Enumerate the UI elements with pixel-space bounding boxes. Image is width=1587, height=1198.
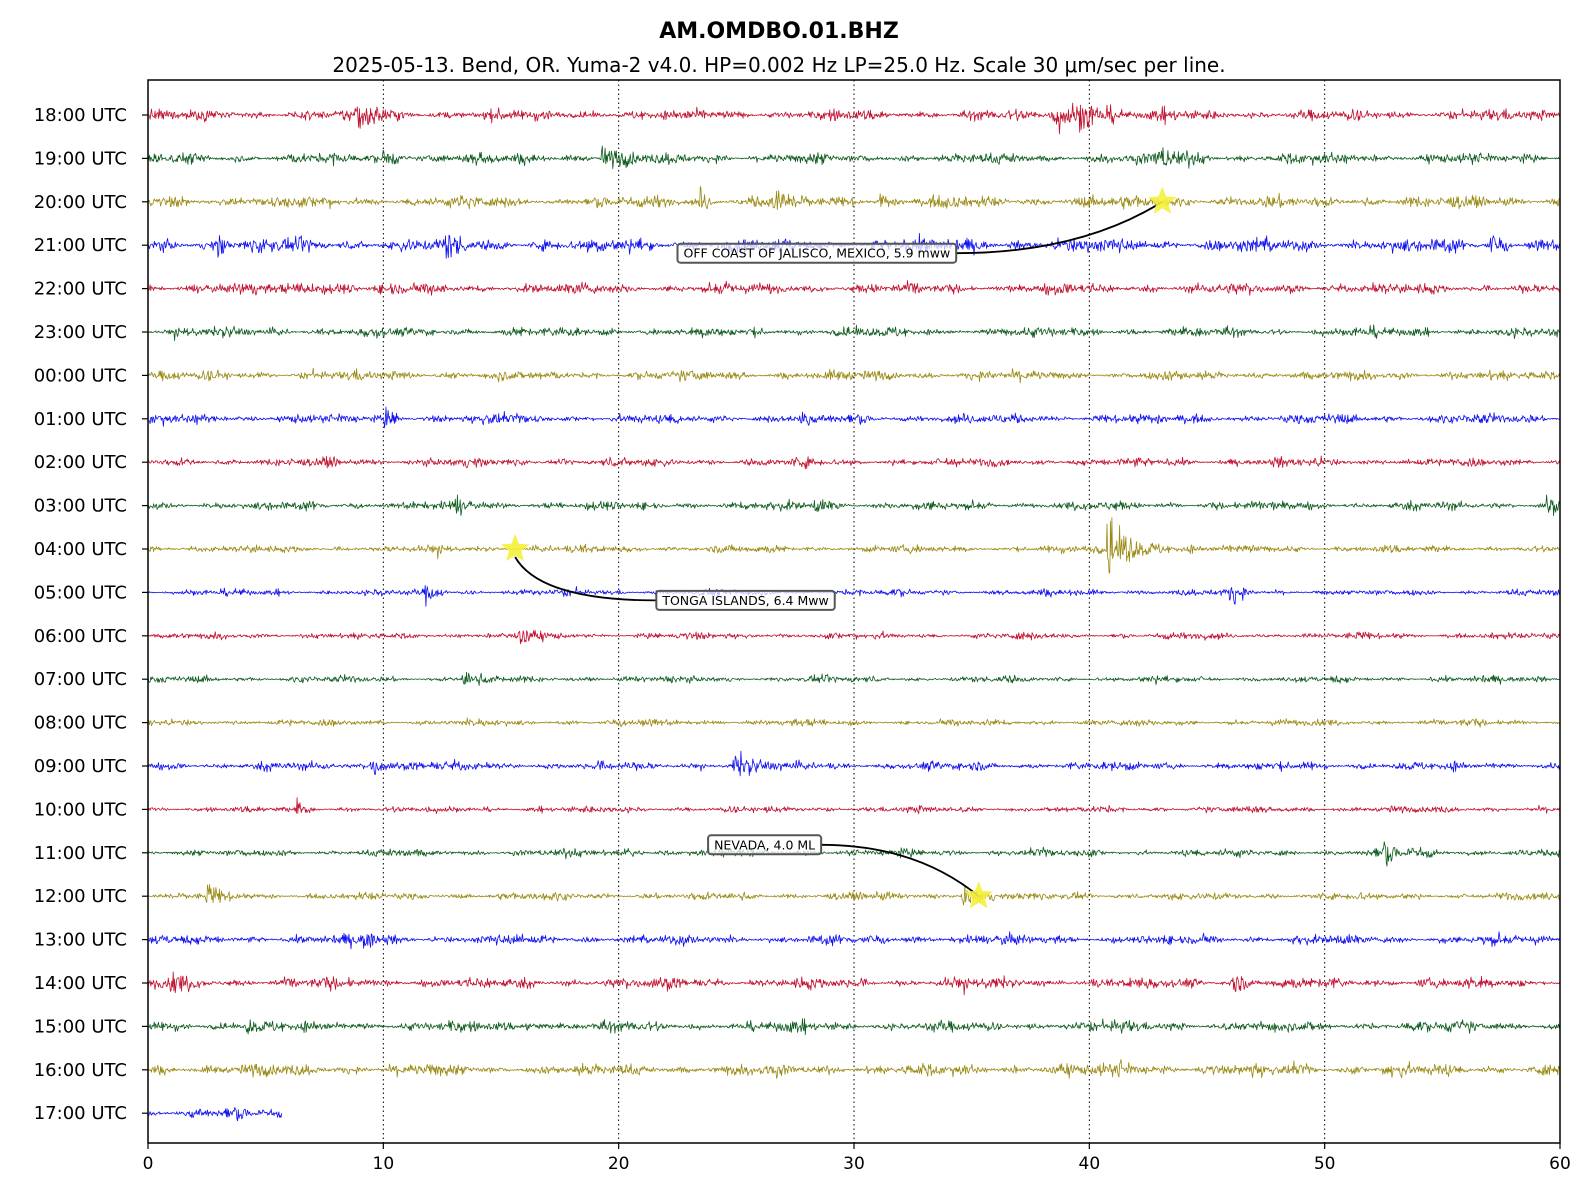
event-label-box [676,242,958,264]
row-time-label: 16:00 UTC [34,1060,127,1081]
row-time-label: 08:00 UTC [34,713,127,734]
trace-line [147,367,1561,384]
row-time-label: 07:00 UTC [34,669,127,690]
event-label: NEVADA, 4.0 ML [714,837,815,852]
row-time-label: 23:00 UTC [34,322,127,343]
trace-line [147,750,1561,777]
row-time-label: 22:00 UTC [34,279,127,300]
trace-line [147,102,1561,135]
event-star-icon [964,881,993,909]
x-tick-label: 0 [143,1154,154,1174]
event-label-box [707,834,823,856]
grid-lines [382,80,1326,1143]
row-time-label: 12:00 UTC [34,886,127,907]
row-time-label: 02:00 UTC [34,452,127,473]
x-tick-label: 50 [1314,1154,1336,1174]
trace-line [147,1059,1561,1079]
trace-line [147,931,1561,950]
row-time-label: 10:00 UTC [34,799,127,820]
event-label: TONGA ISLANDS, 6.4 Mww [661,593,828,608]
row-time-label: 21:00 UTC [34,235,127,256]
trace-line [147,517,1561,574]
x-tick-label: 20 [608,1154,630,1174]
trace-line [147,717,1561,728]
event-label: OFF COAST OF JALISCO, MEXICO, 5.9 mww [684,246,951,261]
event-star-icon [500,534,530,562]
row-time-label: 00:00 UTC [34,365,127,386]
chart-subtitle: 2025-05-13. Bend, OR. Yuma-2 v4.0. HP=0.… [332,53,1225,77]
x-tick-label: 30 [843,1154,865,1174]
event-connector [514,556,657,602]
event-connector [956,201,1163,255]
row-time-label: 06:00 UTC [34,626,127,647]
row-time-label: 18:00 UTC [34,105,127,126]
plot-frame [147,79,1561,1144]
trace-line [147,280,1561,296]
row-time-labels: 18:00 UTC 19:00 UTC 20:00 UTC 21:00 UTC 22:0… [34,105,148,1124]
x-axis: 0 10 20 30 40 50 60 [143,1143,1571,1174]
x-tick-label: 60 [1549,1154,1571,1174]
row-time-label: 09:00 UTC [34,756,127,777]
event-label-box [655,589,836,611]
trace-line [147,971,1561,996]
trace-line [147,584,1561,607]
trace-line [147,406,1561,429]
chart-title: AM.OMDBO.01.BHZ [659,19,899,44]
trace-line [147,841,1561,867]
seismic-traces [147,102,1561,1122]
row-time-label: 01:00 UTC [34,409,127,430]
row-time-label: 14:00 UTC [34,973,127,994]
row-time-label: 19:00 UTC [34,148,127,169]
trace-line [147,186,1561,211]
row-time-label: 13:00 UTC [34,930,127,951]
trace-line [147,884,1561,906]
row-time-label: 17:00 UTC [34,1103,127,1124]
trace-line [147,797,1561,815]
trace-line [147,1018,1561,1036]
x-tick-label: 10 [373,1154,395,1174]
trace-line [147,1107,283,1122]
trace-line [147,671,1561,686]
trace-line [147,629,1561,645]
row-time-label: 04:00 UTC [34,539,127,560]
trace-line [147,145,1561,169]
row-time-label: 05:00 UTC [34,582,127,603]
event-connector [821,843,980,897]
trace-line [147,324,1561,341]
event-star-icon [1148,186,1177,214]
x-tick-label: 40 [1079,1154,1101,1174]
trace-line [147,455,1561,470]
row-time-label: 11:00 UTC [34,843,127,864]
row-time-label: 03:00 UTC [34,496,127,517]
event-annotations: OFF COAST OF JALISCO, MEXICO, 5.9 mww TON… [500,186,1177,909]
row-time-label: 20:00 UTC [34,192,127,213]
trace-line [147,494,1561,516]
row-time-label: 15:00 UTC [34,1016,127,1037]
